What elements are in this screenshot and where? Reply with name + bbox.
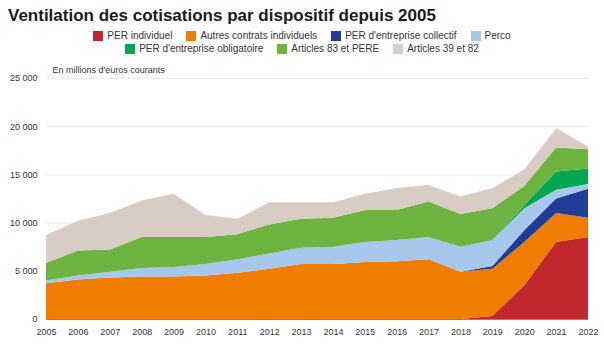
html-text:Ventilation des cotisations pa: Ventilation des cotisations par disposit… [8,6,436,25]
svg-text:2007: 2007 [100,327,120,337]
svg-text:2009: 2009 [164,327,184,337]
html-text:PER d'entreprise collectif: PER d'entreprise collectif [345,30,457,41]
html-text:Autres contrats individuels: Autres contrats individuels [200,30,318,41]
svg-text:10 000: 10 000 [10,218,38,228]
svg-text:2005: 2005 [36,327,56,337]
svg-text:2011: 2011 [228,327,247,337]
svg-text:5 000: 5 000 [15,266,38,276]
svg-text:2021: 2021 [547,327,567,337]
svg-text:2018: 2018 [451,327,471,337]
svg-text:20 000: 20 000 [10,122,38,132]
html-text:PER individuel: PER individuel [107,30,173,41]
svg-text:2006: 2006 [68,327,88,337]
svg-text:2013: 2013 [292,327,312,337]
svg-text:2015: 2015 [355,327,375,337]
svg-text:2020: 2020 [515,327,535,337]
svg-text:2022: 2022 [578,327,598,337]
svg-text:25 000: 25 000 [10,73,38,83]
svg-text:2016: 2016 [387,327,407,337]
html-text:Articles 39 et 82: Articles 39 et 82 [407,43,479,54]
html-text:PER d'entreprise obligatoire: PER d'entreprise obligatoire [139,43,264,54]
svg-text:2017: 2017 [419,327,439,337]
svg-text:2012: 2012 [260,327,280,337]
svg-text:2008: 2008 [132,327,152,337]
svg-text:15 000: 15 000 [10,170,38,180]
svg-text:2014: 2014 [323,327,343,337]
svg-text:En millions d'euros courants: En millions d'euros courants [53,65,166,75]
html-text:Perco: Perco [484,30,511,41]
html-text:Articles 83 et PERE: Articles 83 et PERE [291,43,380,54]
svg-text:2010: 2010 [196,327,216,337]
svg-text:2019: 2019 [483,327,503,337]
svg-text:0: 0 [32,314,37,324]
